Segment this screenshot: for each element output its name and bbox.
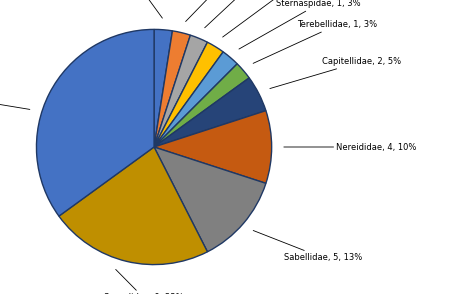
- Wedge shape: [154, 78, 266, 147]
- Wedge shape: [59, 147, 208, 265]
- Wedge shape: [154, 52, 237, 147]
- Text: Capitellidae, 2, 5%: Capitellidae, 2, 5%: [270, 57, 401, 88]
- Wedge shape: [154, 147, 266, 252]
- Text: Sabellidae, 5, 13%: Sabellidae, 5, 13%: [253, 230, 362, 262]
- Text: Serpulidae, 9, 23%: Serpulidae, 9, 23%: [104, 269, 183, 294]
- Wedge shape: [36, 29, 154, 216]
- Wedge shape: [154, 42, 223, 147]
- Wedge shape: [154, 29, 173, 147]
- Text: Spionidae, 14, 35%: Spionidae, 14, 35%: [0, 91, 30, 109]
- Text: Sternaspidae, 1, 3%: Sternaspidae, 1, 3%: [239, 0, 361, 49]
- Wedge shape: [154, 111, 272, 183]
- Text: Glyceridae, 1, 2%: Glyceridae, 1, 2%: [205, 0, 301, 28]
- Wedge shape: [154, 35, 208, 147]
- Text: Maldanidae, 1, 2%: Maldanidae, 1, 2%: [223, 0, 330, 37]
- Wedge shape: [154, 31, 191, 147]
- Text: Nereididae, 4, 10%: Nereididae, 4, 10%: [284, 143, 417, 151]
- Text: Terebellidae, 1, 3%: Terebellidae, 1, 3%: [253, 20, 377, 63]
- Text: Cirratulidae, 1, 2%: Cirratulidae, 1, 2%: [186, 0, 275, 21]
- Text: Ampharetidae, 1, 2%: Ampharetidae, 1, 2%: [80, 0, 168, 18]
- Wedge shape: [154, 64, 249, 147]
